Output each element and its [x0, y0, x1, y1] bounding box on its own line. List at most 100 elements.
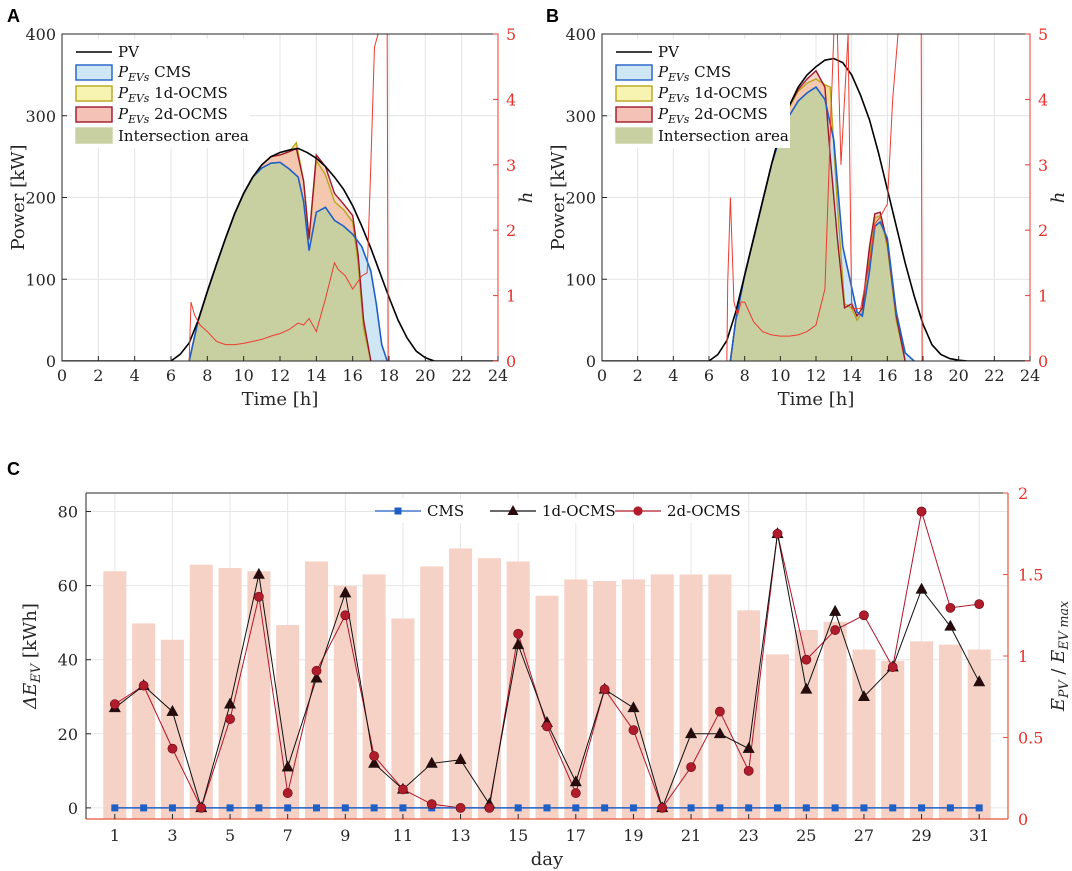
point-cms	[918, 804, 926, 812]
legend-marker-square	[394, 507, 402, 515]
y2-axis-label: h	[1048, 192, 1069, 204]
point-2d-ocms	[340, 610, 351, 621]
x-tick-label: 31	[969, 826, 989, 845]
point-cms	[802, 804, 810, 812]
panel-label-b: B	[546, 6, 559, 26]
x-tick-label: 14	[841, 366, 861, 385]
point-2d-ocms	[714, 706, 725, 717]
point-2d-ocms	[945, 602, 956, 613]
legend-label-main: P	[117, 84, 129, 102]
legend-label-sub: EVs	[127, 113, 150, 126]
y-tick-label: 200	[565, 189, 596, 208]
bar	[304, 561, 329, 819]
legend-box	[375, 499, 745, 523]
legend-label: PEVs CMS	[117, 63, 191, 84]
legend-swatch	[75, 85, 113, 102]
y2-tick-label: 0	[1038, 352, 1048, 371]
legend-label-main: P	[117, 105, 129, 123]
x-tick-label: 8	[202, 366, 212, 385]
legend-label-main: P	[117, 63, 129, 81]
x-tick-label: 10	[770, 366, 790, 385]
x-tick-label: 6	[166, 366, 176, 385]
x-tick-label: 21	[681, 826, 701, 845]
x-tick-label: 13	[450, 826, 470, 845]
x-tick-label: 24	[1020, 366, 1040, 385]
x-tick-label: 22	[984, 366, 1004, 385]
legend-label-sub: EVs	[667, 71, 690, 84]
bar	[765, 654, 790, 819]
y2-tick-label: 4	[1038, 90, 1048, 109]
legend-label-rest: 2d-OCMS	[149, 105, 227, 123]
point-2d-ocms	[225, 714, 235, 724]
point-2d-ocms	[196, 802, 207, 813]
legend-label: PEVs 2d-OCMS	[117, 105, 228, 126]
x-tick-label: 15	[508, 826, 528, 845]
point-cms	[716, 804, 724, 812]
plot-area	[62, 34, 498, 361]
bar	[794, 629, 818, 819]
y-tick-label: 40	[58, 651, 78, 670]
legend-label-main: P	[657, 63, 669, 81]
x-axis-label: day	[531, 849, 564, 870]
bar	[362, 574, 386, 819]
point-2d-ocms	[484, 802, 495, 813]
y2-tick-label: 2	[1018, 484, 1028, 503]
y2-axis-label-part: EV max	[1056, 601, 1071, 651]
x-tick-label: 25	[796, 826, 816, 845]
point-cms	[745, 804, 753, 812]
point-cms	[889, 804, 897, 812]
point-cms	[774, 804, 781, 812]
point-1d-ocms	[973, 675, 986, 687]
point-cms	[255, 804, 263, 812]
point-1d-ocms	[368, 756, 381, 768]
bar	[708, 574, 732, 819]
legend-label: Intersection area	[118, 127, 249, 145]
point-1d-ocms	[742, 741, 755, 753]
x-axis-label: Time [h]	[778, 389, 855, 410]
x-tick-label: 24	[488, 366, 508, 385]
y-tick-label: 80	[58, 503, 78, 522]
legend-marker-triangle	[507, 505, 519, 515]
y-tick-label: 100	[565, 270, 596, 289]
bar	[938, 644, 962, 819]
bar	[477, 558, 501, 819]
legend-label: PEVs 1d-OCMS	[657, 84, 768, 105]
point-1d-ocms	[829, 604, 842, 616]
y-tick-label: 0	[68, 799, 78, 818]
intersection-area	[717, 87, 923, 361]
point-1d-ocms	[685, 727, 698, 739]
bar	[535, 595, 559, 819]
x-tick-label: 22	[451, 366, 471, 385]
legend-swatch	[615, 85, 653, 102]
point-2d-ocms	[570, 788, 581, 798]
point-1d-ocms	[310, 671, 323, 683]
bar	[823, 621, 847, 819]
point-1d-ocms	[857, 690, 870, 702]
point-2d-ocms	[542, 721, 552, 732]
point-1d-ocms	[915, 582, 928, 594]
point-cms	[601, 804, 609, 812]
point-cms	[687, 804, 695, 812]
bar	[881, 660, 905, 819]
legend-label-sub: EVs	[667, 113, 690, 126]
x-tick-label: 17	[566, 826, 586, 845]
chart-panel-a: 0 2 4 6 8 10 12 14 16 18 20 22 240100200300400012345…	[8, 25, 537, 410]
point-2d-ocms	[628, 725, 639, 735]
bar	[132, 623, 156, 819]
legend-label-main: P	[657, 84, 669, 102]
bar	[247, 571, 271, 819]
x-tick-label: 6	[704, 366, 714, 385]
legend-label: PV	[118, 43, 140, 61]
y2-axis-label-part: PV	[1056, 679, 1071, 699]
point-1d-ocms	[339, 586, 352, 598]
pv-line	[62, 147, 498, 361]
legend-swatch	[615, 64, 653, 81]
y2-tick-label: 1.5	[1018, 566, 1043, 585]
plot-area	[602, 34, 1030, 361]
bar	[506, 561, 530, 819]
y2-tick-label: 5	[506, 25, 516, 44]
point-cms	[284, 804, 292, 812]
y-axis-label: Power [kW]	[548, 144, 569, 250]
x-tick-label: 3	[167, 826, 177, 845]
point-cms	[543, 804, 551, 812]
